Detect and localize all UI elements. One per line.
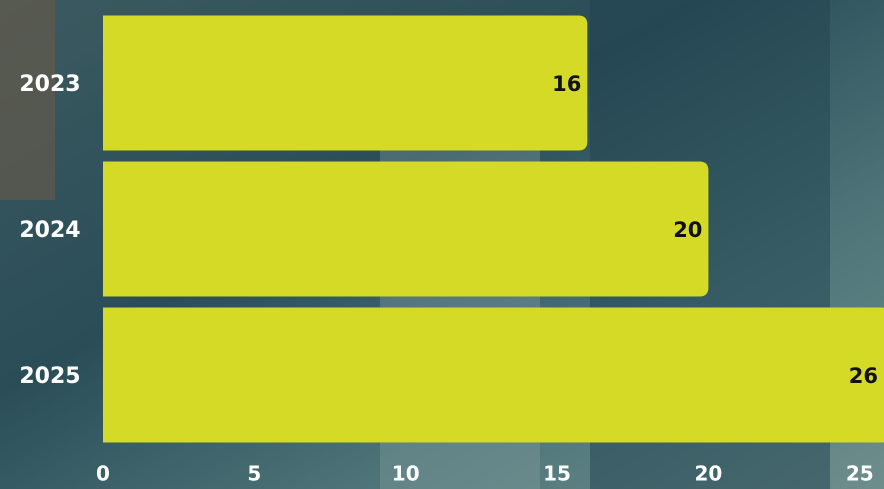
- x-tick-label: 10: [392, 462, 420, 486]
- y-tick-label: 2025: [19, 364, 80, 389]
- x-tick-label: 15: [543, 462, 571, 486]
- value-label: 26: [849, 364, 878, 388]
- bar: [103, 15, 588, 151]
- value-label: 16: [552, 72, 581, 96]
- y-tick-label: 2023: [19, 72, 80, 97]
- x-tick-label: 0: [96, 462, 110, 486]
- bar: [103, 307, 884, 443]
- value-label: 20: [673, 218, 702, 242]
- x-tick-label: 20: [695, 462, 723, 486]
- x-tick-label: 5: [247, 462, 261, 486]
- background-shape: [0, 0, 55, 200]
- x-tick-label: 25: [846, 462, 874, 486]
- bar: [103, 161, 709, 297]
- y-tick-label: 2024: [19, 218, 80, 243]
